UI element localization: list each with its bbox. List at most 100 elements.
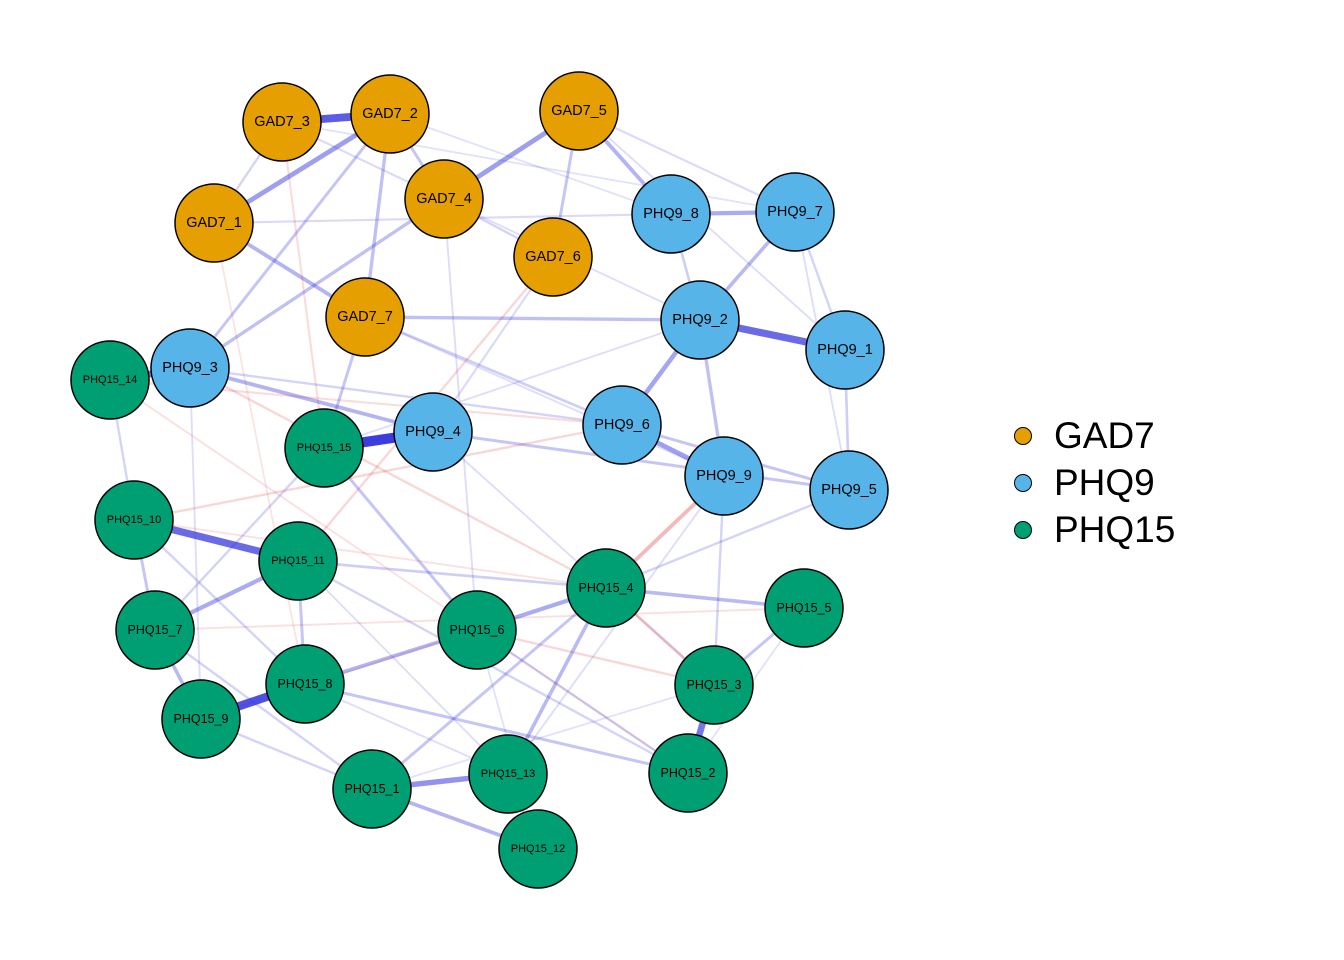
node-label: PHQ15_14 bbox=[83, 374, 137, 386]
edge-phq9-5-phq15-4 bbox=[605, 488, 850, 590]
edge-gad7-2-phq9-8 bbox=[389, 113, 672, 215]
node-label: PHQ9_1 bbox=[817, 342, 873, 358]
node-phq9-2: PHQ9_2 bbox=[660, 280, 740, 360]
edge-phq15-6-phq15-2 bbox=[476, 629, 689, 774]
node-phq9-7: PHQ9_7 bbox=[755, 172, 835, 252]
node-label: PHQ9_3 bbox=[162, 360, 218, 376]
node-circle bbox=[284, 408, 364, 488]
node-phq9-8: PHQ9_8 bbox=[631, 174, 711, 254]
node-label: GAD7_1 bbox=[186, 215, 242, 231]
node-circle bbox=[332, 749, 412, 829]
node-label: GAD7_6 bbox=[525, 249, 581, 265]
edge-phq15-8-phq15-2 bbox=[304, 682, 689, 775]
node-label: PHQ15_13 bbox=[481, 768, 535, 780]
legend-swatch-phq9 bbox=[1014, 473, 1032, 492]
edge-phq9-3-phq15-4 bbox=[189, 366, 607, 590]
node-label: PHQ15_9 bbox=[174, 712, 229, 726]
edge-phq9-4-phq15-3 bbox=[432, 431, 715, 686]
node-circle bbox=[70, 340, 150, 420]
node-phq9-9: PHQ9_9 bbox=[684, 436, 764, 516]
node-phq9-5: PHQ9_5 bbox=[809, 450, 889, 530]
node-circle bbox=[539, 71, 619, 151]
node-circle bbox=[161, 679, 241, 759]
edge-gad7-4-phq9-3 bbox=[189, 197, 445, 370]
node-label: PHQ15_12 bbox=[511, 843, 565, 855]
node-label: PHQ15_4 bbox=[579, 581, 634, 595]
node-phq15-11: PHQ15_11 bbox=[258, 521, 338, 601]
legend-label-phq15: PHQ15 bbox=[1054, 509, 1176, 550]
node-circle bbox=[94, 480, 174, 560]
node-label: PHQ9_8 bbox=[643, 206, 699, 222]
node-phq15-14: PHQ15_14 bbox=[70, 340, 150, 420]
node-phq15-5: PHQ15_5 bbox=[764, 568, 844, 648]
node-label: PHQ9_2 bbox=[672, 312, 728, 328]
node-label: PHQ15_15 bbox=[297, 442, 351, 454]
node-circle bbox=[631, 174, 711, 254]
node-label: PHQ15_5 bbox=[777, 601, 832, 615]
legend-item-gad7: GAD7 bbox=[1014, 412, 1175, 459]
edge-phq15-6-phq15-3 bbox=[476, 628, 715, 687]
node-gad7-4: GAD7_4 bbox=[404, 159, 484, 239]
node-label: PHQ9_4 bbox=[405, 424, 461, 440]
node-label: PHQ15_2 bbox=[661, 766, 716, 780]
edge-phq15-11-phq15-2 bbox=[297, 559, 689, 775]
node-circle bbox=[350, 74, 430, 154]
node-gad7-7: GAD7_7 bbox=[325, 277, 405, 357]
edge-phq9-4-phq9-5 bbox=[432, 430, 850, 492]
node-phq9-4: PHQ9_4 bbox=[393, 392, 473, 472]
node-phq15-15: PHQ15_15 bbox=[284, 408, 364, 488]
edge-phq15-14-phq15-2 bbox=[109, 379, 689, 774]
node-circle bbox=[468, 734, 548, 814]
legend-label-phq9: PHQ9 bbox=[1054, 462, 1155, 503]
node-label: GAD7_3 bbox=[254, 114, 310, 130]
edge-phq15-10-phq15-4 bbox=[133, 519, 607, 589]
node-phq15-12: PHQ15_12 bbox=[498, 809, 578, 889]
node-circle bbox=[437, 590, 517, 670]
edge-phq9-3-phq9-6 bbox=[189, 366, 623, 427]
node-circle bbox=[582, 385, 662, 465]
node-circle bbox=[393, 392, 473, 472]
node-phq9-3: PHQ9_3 bbox=[150, 328, 230, 408]
node-label: PHQ15_7 bbox=[128, 623, 183, 637]
node-circle bbox=[150, 328, 230, 408]
node-label: PHQ15_8 bbox=[278, 677, 333, 691]
node-circle bbox=[755, 172, 835, 252]
node-circle bbox=[404, 159, 484, 239]
node-phq15-1: PHQ15_1 bbox=[332, 749, 412, 829]
node-phq15-9: PHQ15_9 bbox=[161, 679, 241, 759]
edge-gad7-7-phq9-2 bbox=[364, 315, 701, 322]
edge-gad7-5-phq9-1 bbox=[578, 110, 846, 351]
node-phq15-10: PHQ15_10 bbox=[94, 480, 174, 560]
node-gad7-3: GAD7_3 bbox=[242, 82, 322, 162]
node-circle bbox=[684, 436, 764, 516]
edge-phq15-11-phq15-13 bbox=[297, 560, 509, 775]
node-circle bbox=[674, 645, 754, 725]
edge-phq9-3-phq9-4 bbox=[189, 366, 434, 434]
node-gad7-5: GAD7_5 bbox=[539, 71, 619, 151]
edge-phq15-15-phq15-7 bbox=[154, 447, 325, 631]
legend: GAD7 PHQ9 PHQ15 bbox=[1014, 412, 1175, 553]
node-circle bbox=[764, 568, 844, 648]
node-circle bbox=[648, 733, 728, 813]
node-gad7-6: GAD7_6 bbox=[513, 217, 593, 297]
node-phq9-6: PHQ9_6 bbox=[582, 385, 662, 465]
node-label: GAD7_5 bbox=[551, 103, 607, 119]
edge-phq15-1-phq15-3 bbox=[371, 684, 715, 790]
legend-swatch-phq15 bbox=[1014, 520, 1032, 539]
node-circle bbox=[325, 277, 405, 357]
edge-phq9-3-gad7-2 bbox=[188, 113, 392, 369]
node-label: PHQ15_1 bbox=[345, 782, 400, 796]
node-label: GAD7_2 bbox=[362, 106, 418, 122]
node-circle bbox=[174, 183, 254, 263]
legend-item-phq9: PHQ9 bbox=[1014, 459, 1175, 506]
node-phq15-8: PHQ15_8 bbox=[265, 644, 345, 724]
node-label: PHQ9_7 bbox=[767, 204, 823, 220]
node-phq15-7: PHQ15_7 bbox=[115, 590, 195, 670]
node-phq15-13: PHQ15_13 bbox=[468, 734, 548, 814]
legend-swatch-gad7 bbox=[1014, 426, 1032, 445]
node-circle bbox=[566, 548, 646, 628]
edge-phq15-7-phq15-1 bbox=[154, 629, 373, 790]
edge-phq15-11-phq15-4 bbox=[297, 559, 607, 590]
node-label: PHQ9_5 bbox=[821, 482, 877, 498]
